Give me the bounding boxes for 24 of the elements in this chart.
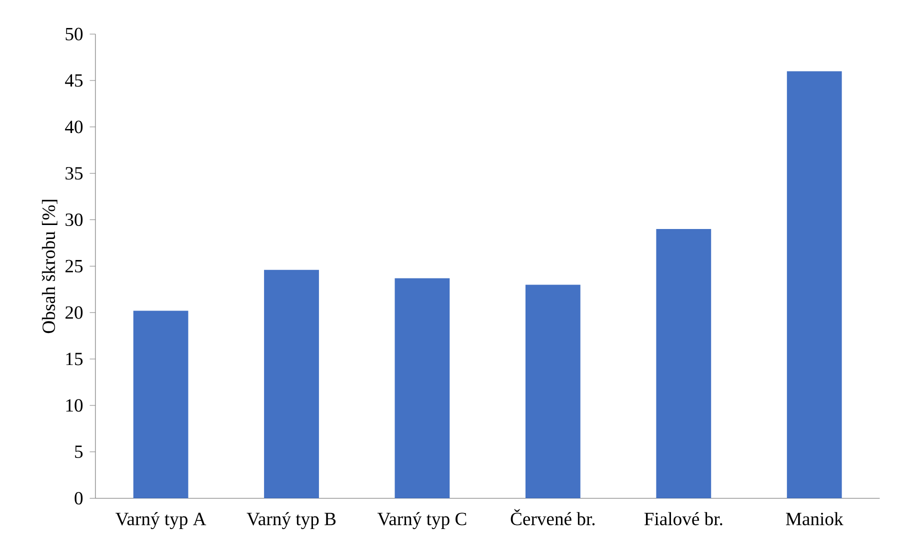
y-tick-label: 15 bbox=[66, 352, 83, 366]
y-tick-label: 25 bbox=[66, 260, 83, 273]
bar bbox=[264, 270, 319, 498]
x-tick-label: Varný typ B bbox=[246, 512, 336, 530]
y-tick-label: 5 bbox=[75, 446, 83, 458]
x-tick-label: Varný typ C bbox=[377, 512, 466, 530]
bar bbox=[133, 310, 188, 498]
x-tick-label: Maniok bbox=[786, 512, 844, 526]
bar bbox=[394, 278, 450, 498]
y-tick-label: 10 bbox=[66, 399, 83, 412]
bar bbox=[656, 229, 712, 498]
x-tick-label: Fialové br. bbox=[644, 512, 722, 526]
y-tick-label: 30 bbox=[66, 214, 83, 226]
x-tick-label: Červené br. bbox=[510, 509, 595, 526]
x-tick-label: Varný typ A bbox=[116, 512, 206, 530]
y-axis-title: Obsah škrobu [%] bbox=[42, 200, 58, 334]
y-tick-label: 0 bbox=[74, 492, 83, 505]
y-tick-label: 20 bbox=[66, 306, 83, 320]
y-tick-label: 45 bbox=[65, 74, 83, 87]
bar bbox=[786, 71, 842, 498]
y-tick-label: 50 bbox=[66, 28, 83, 41]
y-tick-label: 35 bbox=[66, 167, 83, 180]
y-tick-label: 40 bbox=[65, 120, 83, 134]
bar bbox=[525, 284, 580, 498]
